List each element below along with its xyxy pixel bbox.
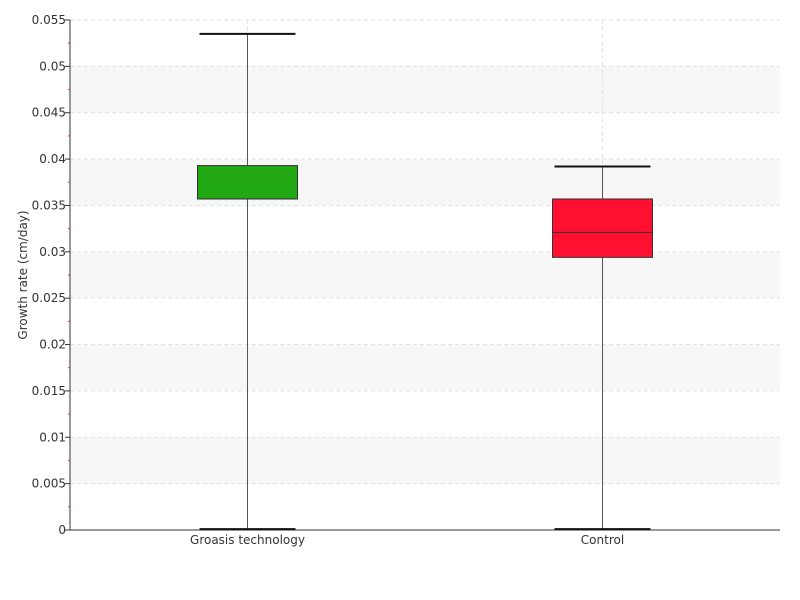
y-axis-title: Growth rate (cm/day) <box>16 210 30 339</box>
y-tick-label: 0.015 <box>32 384 66 398</box>
y-tick-label: 0 <box>58 523 66 537</box>
box-body <box>552 198 653 258</box>
boxes <box>197 32 653 531</box>
y-tick-label: 0.025 <box>32 291 66 305</box>
y-tick-label: 0.05 <box>39 59 66 73</box>
plot-band <box>70 251 780 299</box>
y-tick-label: 0.045 <box>32 106 66 120</box>
y-tick-label: 0.055 <box>32 13 66 27</box>
y-tick-label: 0.005 <box>32 477 66 491</box>
box-groasis-technology <box>197 32 298 531</box>
plot-background-bands <box>70 66 780 484</box>
x-tick-labels: Groasis technology Control <box>190 533 624 547</box>
y-tick-label: 0.04 <box>39 152 66 166</box>
plot-band <box>70 159 780 206</box>
y-tick-labels: 0 0.005 0.01 0.015 0.02 0.025 0.03 0.035 0.04 0.0… <box>32 13 70 537</box>
y-tick-label: 0.03 <box>39 245 66 259</box>
plot-band <box>70 437 780 484</box>
y-tick-label: 0.01 <box>39 430 66 444</box>
grid-lines <box>70 19 780 530</box>
x-tick-label: Groasis technology <box>190 533 305 547</box>
x-tick-label: Control <box>581 533 624 547</box>
box-body <box>197 165 298 200</box>
y-tick-label: 0.035 <box>32 198 66 212</box>
plot-band <box>70 344 780 391</box>
y-tick-label: 0.02 <box>39 338 66 352</box>
plot-band <box>70 66 780 113</box>
box-control <box>552 165 653 531</box>
